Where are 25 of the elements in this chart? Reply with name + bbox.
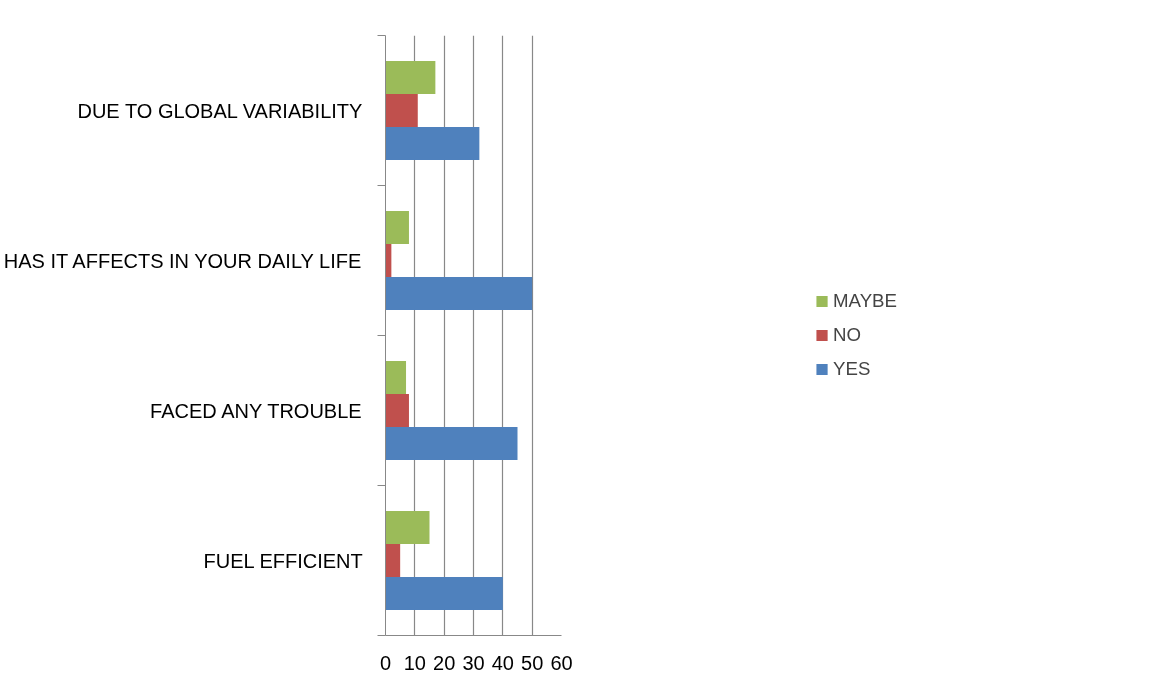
bar [385, 127, 480, 160]
bar [385, 211, 409, 244]
y-tick-label: DUE TO GLOBAL VARIABILITY [77, 99, 363, 122]
bar [385, 577, 503, 610]
x-tick-label: 60 [550, 651, 573, 674]
bar [385, 394, 409, 427]
x-tick-label: 10 [403, 651, 426, 674]
bar [385, 544, 401, 577]
bar [385, 361, 407, 394]
bar [385, 427, 518, 460]
y-tick-label: HAS IT AFFECTS IN YOUR DAILY LIFE [3, 249, 362, 272]
x-tick-label: 0 [379, 651, 392, 674]
legend-label: YES [833, 358, 871, 380]
x-tick-label: 40 [491, 651, 514, 674]
x-tick-label: 50 [521, 651, 544, 674]
y-tick-label: FACED ANY TROUBLE [150, 399, 362, 422]
y-tick-label: FUEL EFFICIENT [203, 549, 363, 572]
x-tick-label: 30 [462, 651, 485, 674]
legend-label: MAYBE [833, 290, 897, 312]
bar [385, 94, 418, 127]
bar [385, 61, 436, 94]
bar [385, 511, 430, 544]
legend-label: NO [833, 324, 862, 346]
x-tick-label: 20 [433, 651, 456, 674]
bar [385, 277, 533, 310]
